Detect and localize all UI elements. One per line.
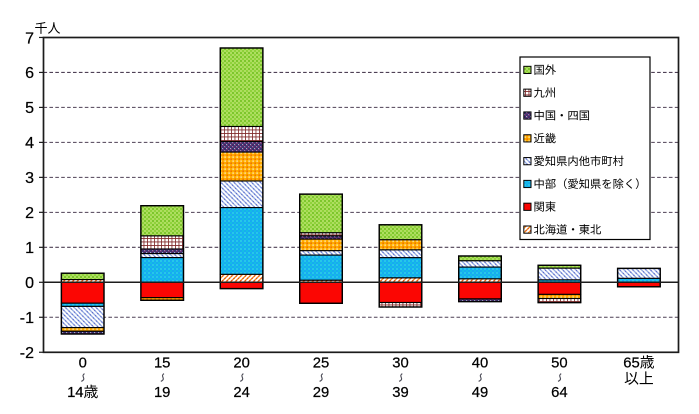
svg-text:15: 15	[154, 355, 170, 371]
svg-text:3: 3	[25, 170, 34, 187]
svg-text:4: 4	[25, 135, 34, 152]
svg-text:7: 7	[25, 30, 34, 47]
svg-text:2: 2	[25, 205, 34, 222]
svg-text:25: 25	[313, 355, 329, 371]
svg-text:5: 5	[25, 100, 34, 117]
svg-text:0: 0	[25, 275, 34, 292]
svg-text:24: 24	[233, 385, 249, 401]
svg-text:14: 14	[67, 385, 83, 401]
svg-text:65: 65	[623, 355, 639, 371]
svg-text:30: 30	[392, 355, 408, 371]
svg-text:-1: -1	[20, 310, 34, 327]
svg-text:39: 39	[392, 385, 408, 401]
svg-text:49: 49	[472, 385, 488, 401]
svg-text:0: 0	[79, 355, 87, 371]
svg-text:50: 50	[551, 355, 567, 371]
svg-text:20: 20	[233, 355, 249, 371]
svg-text:19: 19	[154, 385, 170, 401]
svg-text:1: 1	[25, 240, 34, 257]
svg-text:6: 6	[25, 65, 34, 82]
svg-text:29: 29	[313, 385, 329, 401]
svg-text:64: 64	[551, 385, 567, 401]
svg-text:-2: -2	[20, 345, 34, 362]
svg-text:40: 40	[472, 355, 488, 371]
